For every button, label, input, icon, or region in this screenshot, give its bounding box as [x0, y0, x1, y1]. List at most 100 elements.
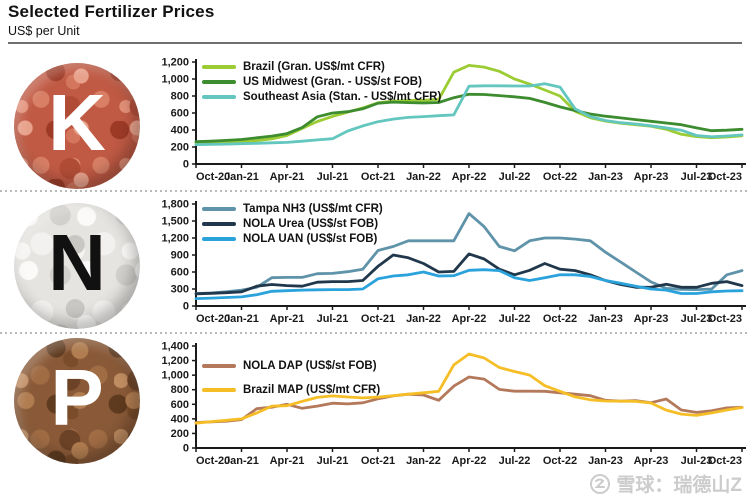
x-axis-tick-label: Jan-21 — [224, 313, 259, 325]
y-axis-tick-label: 800 — [171, 384, 189, 396]
nitrogen-image: N — [14, 203, 140, 329]
x-axis-tick-label: Apr-22 — [452, 171, 487, 183]
y-axis-tick-label: 300 — [171, 284, 189, 296]
x-axis-tick-label: Oct-21 — [361, 313, 395, 325]
x-axis-tick-label: Jan-22 — [406, 171, 441, 183]
legend-item: Brazil (Gran. US$/mt CFR) — [202, 59, 441, 74]
legend-label: Brazil (Gran. US$/mt CFR) — [243, 60, 385, 73]
legend: Tampa NH3 (US$/mt CFR) NOLA Urea (US$/st … — [202, 201, 383, 246]
x-axis-tick-label: Jan-23 — [588, 455, 623, 467]
legend-line-swatch — [202, 388, 236, 392]
chart-phosphate: 0 200 400 600 800 1,000 1,200 1,400 Oct-20 Jan-21… — [150, 340, 748, 480]
series-line — [194, 268, 744, 300]
x-axis-tick-label: Oct-23 — [708, 455, 742, 467]
legend-label: US Midwest (Gran. - US$/st FOB) — [243, 75, 422, 88]
y-axis-tick-label: 400 — [171, 413, 189, 425]
x-axis-tick-label: Jul-23 — [681, 455, 713, 467]
series-line — [194, 82, 744, 146]
y-axis-tick-label: 0 — [183, 301, 189, 313]
y-axis-tick-label: 600 — [171, 399, 189, 411]
page-title: Selected Fertilizer Prices — [8, 2, 215, 21]
x-axis-tick-label: Oct-20 — [196, 171, 230, 183]
x-axis-tick-label: Oct-23 — [708, 313, 742, 325]
x-axis-tick-label: Apr-23 — [634, 313, 669, 325]
x-axis-tick-label: Apr-21 — [270, 313, 305, 325]
legend-label: NOLA DAP (US$/st FOB) — [243, 360, 377, 372]
x-axis-tick-label: Apr-23 — [634, 455, 669, 467]
y-axis-tick-label: 0 — [183, 443, 189, 455]
watermark: 雪球：瑞德山Z — [589, 470, 742, 497]
legend: Brazil (Gran. US$/mt CFR) US Midwest (Gra… — [202, 59, 441, 104]
x-axis-tick-label: Apr-21 — [270, 171, 305, 183]
y-axis-tick-label: 200 — [171, 142, 189, 154]
series-line — [194, 352, 744, 425]
legend-item: Tampa NH3 (US$/mt CFR) — [202, 201, 383, 216]
header-rule — [8, 42, 742, 44]
y-axis-tick-label: 1,200 — [161, 355, 189, 367]
series-line — [194, 92, 744, 144]
x-axis-tick-label: Oct-23 — [708, 171, 742, 183]
x-axis-tick-label: Jan-21 — [224, 455, 259, 467]
y-axis-tick-label: 800 — [171, 91, 189, 103]
y-axis-tick-label: 900 — [171, 250, 189, 262]
chart-svg-P: 0 200 400 600 800 1,000 1,200 1,400 Oct-20Jan-21… — [161, 341, 746, 467]
legend-line-swatch — [202, 221, 236, 226]
panel-separator — [0, 190, 750, 192]
phosphate-letter: P — [50, 353, 104, 442]
chart-potash: 0 200 400 600 800 1,000 1,200 Oct-20 Jan-21 Apr-2… — [150, 56, 748, 196]
y-axis-tick-label: 1,200 — [161, 233, 189, 245]
x-axis-tick-label: Jul-22 — [499, 313, 531, 325]
nitrogen-letter: N — [48, 218, 106, 307]
x-axis-tick-label: Jul-22 — [499, 171, 531, 183]
legend: NOLA DAP (US$/st FOB) Brazil MAP (US$/mt … — [202, 354, 380, 402]
legend-label: Brazil MAP (US$/mt CFR) — [243, 384, 381, 396]
x-axis-tick-label: Oct-20 — [196, 313, 230, 325]
xueqiu-logo-icon — [590, 473, 611, 494]
legend-line-swatch — [202, 364, 236, 368]
legend-line-swatch — [202, 206, 236, 211]
x-axis-tick-label: Jul-21 — [317, 313, 349, 325]
y-axis-tick-label: 1,500 — [161, 216, 189, 228]
panel-separator — [0, 332, 750, 334]
legend-item: US Midwest (Gran. - US$/st FOB) — [202, 74, 441, 89]
page-subtitle: US$ per Unit — [8, 24, 80, 38]
y-axis-tick-label: 600 — [171, 108, 189, 120]
x-axis-tick-label: Apr-22 — [452, 455, 487, 467]
y-axis-tick-label: 1,000 — [161, 74, 189, 86]
legend-line-swatch — [202, 79, 236, 84]
y-axis-tick-label: 1,400 — [161, 341, 189, 353]
legend-item: NOLA Urea (US$/st FOB) — [202, 216, 383, 231]
x-axis-tick-label: Apr-22 — [452, 313, 487, 325]
legend-line-swatch — [202, 94, 236, 99]
y-axis-tick-label: 400 — [171, 125, 189, 137]
x-axis-tick-label: Jul-21 — [317, 455, 349, 467]
y-axis-tick-label: 1,000 — [161, 370, 189, 382]
y-axis-tick-label: 1,200 — [161, 57, 189, 69]
y-axis-tick-label: 0 — [183, 159, 189, 171]
x-axis-tick-label: Jul-23 — [681, 313, 713, 325]
x-axis-tick-label: Jan-23 — [588, 171, 623, 183]
legend-label: Southeast Asia (Stan. - US$/mt CFR) — [243, 90, 442, 103]
legend-item: Brazil MAP (US$/mt CFR) — [202, 378, 380, 402]
legend-item: NOLA DAP (US$/st FOB) — [202, 354, 380, 378]
y-axis-tick-label: 200 — [171, 428, 189, 440]
legend-label: Tampa NH3 (US$/mt CFR) — [243, 202, 383, 215]
x-axis-tick-label: Oct-21 — [361, 171, 395, 183]
legend-item: NOLA UAN (US$/st FOB) — [202, 231, 383, 246]
x-axis-tick-label: Oct-22 — [543, 455, 577, 467]
legend-label: NOLA UAN (US$/st FOB) — [243, 232, 378, 245]
y-axis-tick-label: 600 — [171, 267, 189, 279]
x-axis-tick-label: Oct-22 — [543, 313, 577, 325]
x-axis-tick-label: Oct-21 — [361, 455, 395, 467]
x-axis-tick-label: Oct-22 — [543, 171, 577, 183]
series-line — [194, 212, 744, 295]
x-axis-tick-label: Oct-20 — [196, 455, 230, 467]
potash-letter: K — [48, 78, 106, 167]
x-axis-tick-label: Jul-23 — [681, 171, 713, 183]
legend-line-swatch — [202, 64, 236, 69]
x-axis-tick-label: Apr-21 — [270, 455, 305, 467]
x-axis-tick-label: Jan-23 — [588, 313, 623, 325]
chart-nitrogen: 0 300 600 900 1,200 1,500 1,800 Oct-20 Jan-21 Apr… — [150, 198, 748, 338]
